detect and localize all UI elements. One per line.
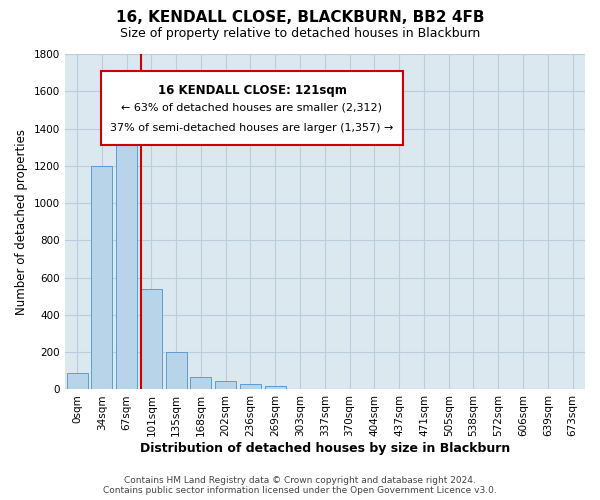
Text: 16 KENDALL CLOSE: 121sqm: 16 KENDALL CLOSE: 121sqm — [158, 84, 346, 97]
Text: ← 63% of detached houses are smaller (2,312): ← 63% of detached houses are smaller (2,… — [121, 102, 382, 113]
Bar — [166, 352, 187, 390]
X-axis label: Distribution of detached houses by size in Blackburn: Distribution of detached houses by size … — [140, 442, 510, 455]
Bar — [190, 378, 211, 390]
FancyBboxPatch shape — [101, 71, 403, 144]
Text: 16, KENDALL CLOSE, BLACKBURN, BB2 4FB: 16, KENDALL CLOSE, BLACKBURN, BB2 4FB — [116, 10, 484, 25]
Bar — [215, 380, 236, 390]
Y-axis label: Number of detached properties: Number of detached properties — [15, 128, 28, 314]
Bar — [116, 118, 137, 390]
Bar — [240, 384, 261, 390]
Bar — [91, 166, 112, 390]
Bar — [141, 289, 162, 390]
Text: 37% of semi-detached houses are larger (1,357) →: 37% of semi-detached houses are larger (… — [110, 123, 394, 133]
Bar — [67, 372, 88, 390]
Text: Contains HM Land Registry data © Crown copyright and database right 2024.
Contai: Contains HM Land Registry data © Crown c… — [103, 476, 497, 495]
Text: Size of property relative to detached houses in Blackburn: Size of property relative to detached ho… — [120, 28, 480, 40]
Bar — [265, 386, 286, 390]
